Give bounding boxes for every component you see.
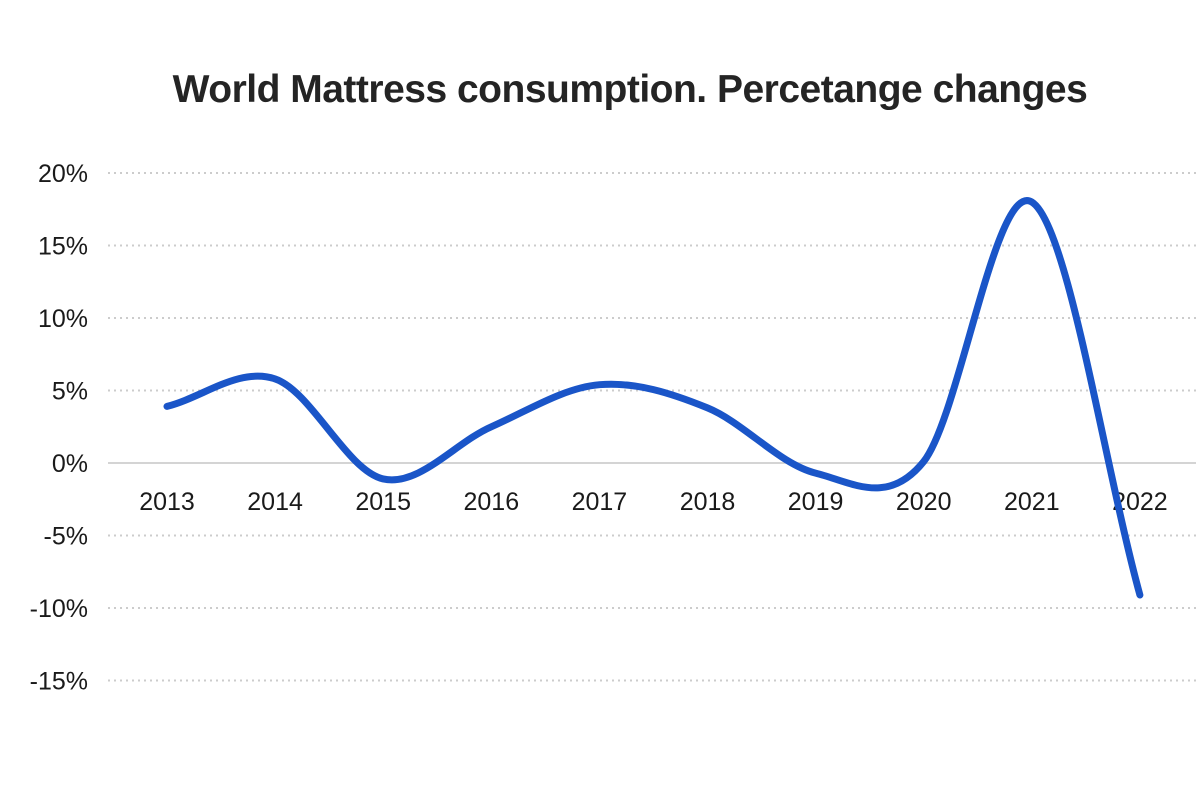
x-tick-label: 2013 [139, 488, 195, 516]
x-tick-label: 2014 [247, 488, 303, 516]
x-tick-label: 2017 [572, 488, 628, 516]
x-axis-year-labels: 2013 2014 2015 2016 2017 2018 2019 2020 2021 2022 [139, 488, 1168, 516]
x-tick-label: 2016 [463, 488, 519, 516]
y-tick-label: 20% [38, 160, 88, 188]
y-axis-tick-labels: 20% 15% 10% 5% 0% -5% -10% -15% [30, 160, 88, 696]
y-tick-label: -10% [30, 595, 88, 623]
x-tick-label: 2021 [1004, 488, 1060, 516]
chart-title: World Mattress consumption. Percetange c… [172, 68, 1088, 111]
gridlines-group [108, 172, 1196, 682]
consumption-line [163, 197, 1144, 599]
y-tick-label: -5% [44, 523, 88, 551]
x-tick-label: 2020 [896, 488, 952, 516]
x-tick-label: 2018 [680, 488, 736, 516]
line-series-group [163, 197, 1144, 599]
y-tick-label: 5% [52, 378, 88, 406]
x-tick-label: 2015 [355, 488, 411, 516]
y-tick-label: 10% [38, 305, 88, 333]
y-tick-label: 15% [38, 233, 88, 261]
x-tick-label: 2019 [788, 488, 844, 516]
y-tick-label: -15% [30, 668, 88, 696]
y-tick-label: 0% [52, 450, 88, 478]
